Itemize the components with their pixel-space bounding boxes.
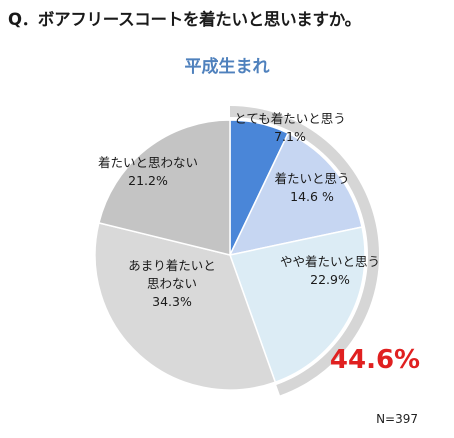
pie-slice-3 [229, 226, 366, 384]
pie-slice-2 [228, 132, 363, 257]
highlight-percent: 44.6% [330, 345, 420, 375]
slice-label-1: とても着たいと思う 7.1% [234, 111, 346, 144]
slice-label-3: やや着たいと思う 22.9% [280, 254, 380, 287]
pie-slices [94, 119, 366, 391]
pie-slice-5 [97, 119, 231, 256]
pie-slice-4 [94, 221, 277, 391]
slice-label-5: 着たいと思わない 21.2% [98, 155, 198, 188]
slice-label-2: 着たいと思う 14.6 % [274, 171, 349, 204]
chart-subtitle: 平成生まれ [184, 57, 270, 77]
question-title: Q．ボアフリースコートを着たいと思いますか。 [8, 10, 361, 29]
pie-labels: とても着たいと思う 7.1% 着たいと思う 14.6 % やや着たいと思う 22.9% あま… [98, 111, 380, 309]
slice-label-4: あまり着たいと思わない 34.3% [128, 258, 216, 309]
sample-size: N=397 [376, 412, 418, 426]
